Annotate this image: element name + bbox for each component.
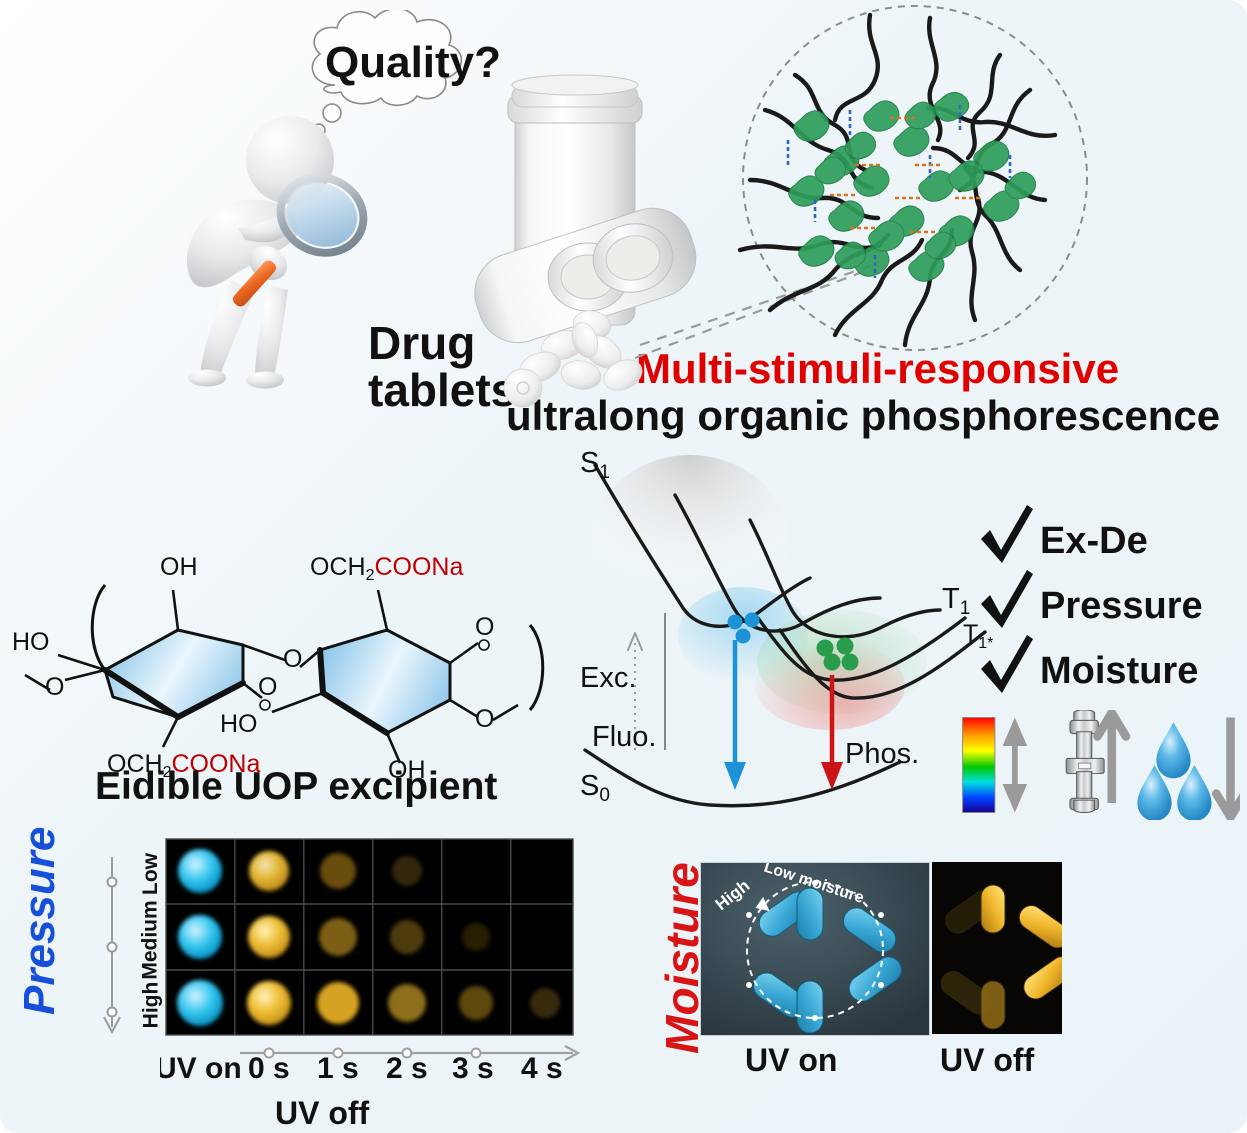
svg-text:O: O [283, 645, 302, 673]
svg-text:Fluo.: Fluo. [592, 721, 656, 753]
svg-text:OCH2COONa: OCH2COONa [310, 553, 463, 584]
svg-text:HO: HO [220, 710, 258, 738]
svg-text:Exc.: Exc. [580, 662, 636, 694]
svg-text:O: O [45, 673, 64, 701]
svg-text:4 s: 4 s [521, 1052, 563, 1085]
svg-text:UV on: UV on [160, 1052, 242, 1085]
svg-text:2 s: 2 s [386, 1052, 428, 1085]
svg-text:1 s: 1 s [317, 1052, 359, 1085]
svg-text:S1: S1 [580, 450, 610, 483]
svg-text:3 s: 3 s [452, 1052, 494, 1085]
svg-text:0 s: 0 s [248, 1052, 290, 1085]
svg-text:T1: T1 [942, 583, 970, 619]
svg-text:Phos.: Phos. [845, 738, 919, 770]
svg-text:S0: S0 [580, 770, 610, 806]
svg-text:O: O [475, 613, 494, 641]
svg-text:HO: HO [12, 628, 50, 656]
svg-text:Pressure: Pressure [1040, 585, 1203, 627]
svg-text:OH: OH [160, 553, 198, 581]
svg-text:O: O [258, 673, 277, 701]
svg-text:Ex-De: Ex-De [1040, 520, 1148, 562]
svg-text:O: O [475, 705, 494, 733]
svg-text:Moisture: Moisture [1040, 650, 1198, 692]
